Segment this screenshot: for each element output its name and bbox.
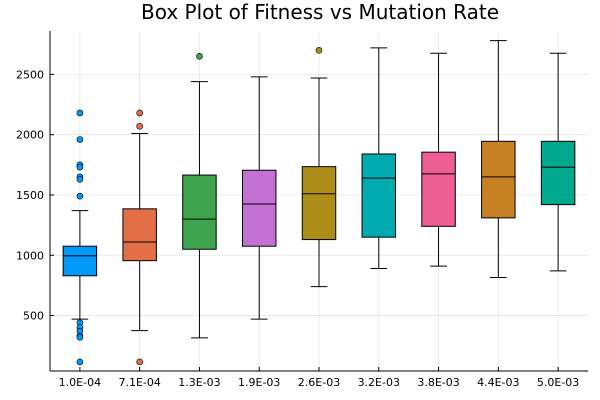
outlier-point <box>76 109 84 117</box>
iqr-box <box>182 174 217 250</box>
y-tick-label: 500 <box>23 310 44 323</box>
outlier-point <box>136 109 143 117</box>
x-tick-label: 4.4E-03 <box>477 376 519 389</box>
x-tick-label: 1.3E-03 <box>178 376 220 389</box>
outlier-point <box>136 358 143 366</box>
iqr-box <box>62 245 98 277</box>
box-group <box>241 76 277 320</box>
iqr-box <box>540 140 576 206</box>
outlier-point <box>76 136 84 143</box>
outlier-point <box>315 46 323 54</box>
outlier-point <box>76 192 84 200</box>
axis-layer: 500 1000 1500 2000 2500 1.0E-04 7.1E-04 1.3E-03… <box>16 31 588 389</box>
y-tick-label: 2500 <box>16 68 44 81</box>
iqr-box <box>122 208 157 262</box>
y-tick-label: 2000 <box>16 129 44 142</box>
outlier-point <box>76 163 84 171</box>
outlier-point <box>76 333 84 341</box>
iqr-box <box>361 153 397 238</box>
box-group <box>481 40 516 279</box>
x-tick-label: 2.6E-03 <box>298 376 340 389</box>
x-tick-label: 1.0E-04 <box>59 376 101 389</box>
y-tick-label: 1000 <box>16 249 44 262</box>
box-group <box>62 109 98 366</box>
x-tick-label: 1.9E-03 <box>238 376 280 389</box>
outlier-point <box>76 358 84 366</box>
outlier-point <box>196 53 203 60</box>
box-group <box>301 46 337 288</box>
box-group <box>182 53 217 339</box>
iqr-box <box>301 166 337 241</box>
outlier-point <box>76 175 84 183</box>
x-tick-label: 5.0E-03 <box>537 376 579 389</box>
outlier-point <box>136 122 143 130</box>
x-tick-label: 3.2E-03 <box>358 376 400 389</box>
y-tick-label: 1500 <box>16 189 44 202</box>
x-tick-label: 7.1E-04 <box>118 376 160 389</box>
box-group <box>361 47 397 270</box>
x-tick-label: 3.8E-03 <box>417 376 459 389</box>
iqr-box <box>481 140 516 219</box>
iqr-box <box>241 169 277 247</box>
chart-title: Box Plot of Fitness vs Mutation Rate <box>141 0 499 24</box>
box-group <box>540 52 576 272</box>
box-group <box>122 109 157 366</box>
box-group <box>421 52 456 267</box>
box-layer <box>62 40 576 366</box>
iqr-box <box>421 151 456 227</box>
